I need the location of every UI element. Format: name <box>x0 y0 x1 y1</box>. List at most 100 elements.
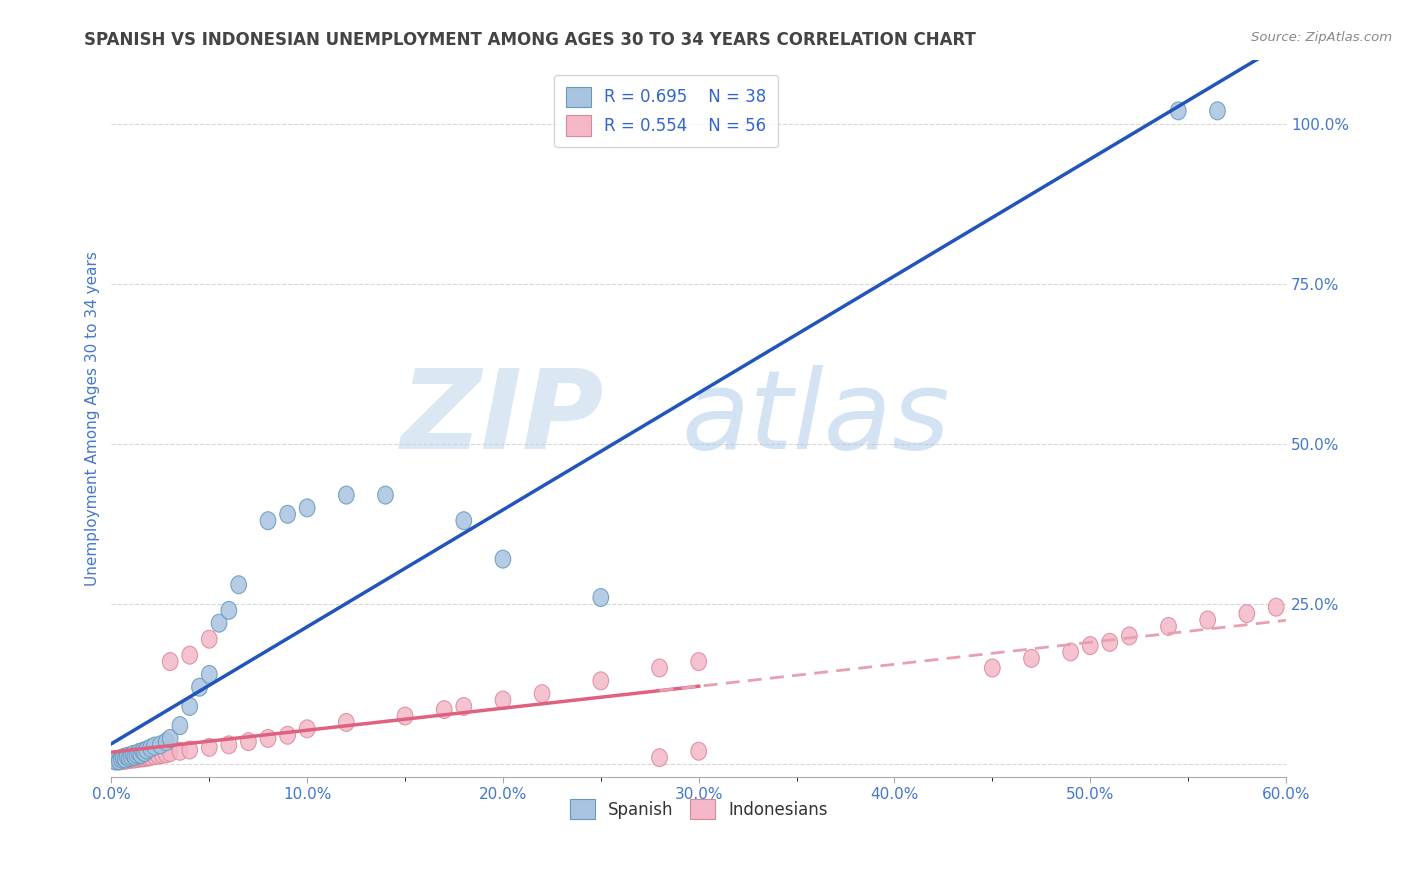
Ellipse shape <box>135 742 150 760</box>
Ellipse shape <box>114 750 129 768</box>
Ellipse shape <box>172 716 188 735</box>
Ellipse shape <box>159 732 174 750</box>
Ellipse shape <box>139 748 155 766</box>
Ellipse shape <box>221 736 236 754</box>
Ellipse shape <box>984 659 1000 677</box>
Ellipse shape <box>131 749 146 767</box>
Ellipse shape <box>162 653 179 671</box>
Ellipse shape <box>240 732 256 750</box>
Ellipse shape <box>155 746 170 764</box>
Ellipse shape <box>201 631 217 648</box>
Ellipse shape <box>456 698 471 715</box>
Ellipse shape <box>260 512 276 530</box>
Ellipse shape <box>1161 617 1177 635</box>
Ellipse shape <box>436 700 453 719</box>
Ellipse shape <box>1083 637 1098 655</box>
Ellipse shape <box>201 665 217 683</box>
Ellipse shape <box>134 748 149 766</box>
Ellipse shape <box>299 720 315 738</box>
Ellipse shape <box>231 575 246 594</box>
Ellipse shape <box>378 486 394 504</box>
Ellipse shape <box>456 512 471 530</box>
Ellipse shape <box>114 751 129 769</box>
Ellipse shape <box>146 747 162 764</box>
Ellipse shape <box>129 749 145 767</box>
Ellipse shape <box>141 748 156 766</box>
Ellipse shape <box>124 750 139 768</box>
Ellipse shape <box>181 698 198 715</box>
Ellipse shape <box>117 750 134 768</box>
Ellipse shape <box>150 746 166 764</box>
Ellipse shape <box>131 744 146 762</box>
Ellipse shape <box>398 707 413 725</box>
Ellipse shape <box>260 730 276 747</box>
Ellipse shape <box>136 748 152 766</box>
Ellipse shape <box>211 615 226 632</box>
Ellipse shape <box>1199 611 1215 629</box>
Ellipse shape <box>299 499 315 516</box>
Ellipse shape <box>121 750 136 769</box>
Ellipse shape <box>1122 627 1137 645</box>
Ellipse shape <box>110 752 125 770</box>
Ellipse shape <box>280 726 295 744</box>
Ellipse shape <box>117 751 134 769</box>
Ellipse shape <box>146 737 162 756</box>
Ellipse shape <box>201 739 217 756</box>
Ellipse shape <box>111 752 127 770</box>
Ellipse shape <box>1268 599 1284 616</box>
Ellipse shape <box>690 653 707 671</box>
Ellipse shape <box>136 744 152 762</box>
Ellipse shape <box>221 601 236 619</box>
Ellipse shape <box>125 746 141 764</box>
Ellipse shape <box>1102 633 1118 651</box>
Ellipse shape <box>495 691 510 709</box>
Ellipse shape <box>1239 605 1254 623</box>
Ellipse shape <box>125 750 141 768</box>
Ellipse shape <box>191 678 207 696</box>
Ellipse shape <box>134 746 149 764</box>
Ellipse shape <box>652 748 668 766</box>
Ellipse shape <box>127 747 143 765</box>
Ellipse shape <box>135 748 150 766</box>
Ellipse shape <box>339 714 354 731</box>
Ellipse shape <box>652 659 668 677</box>
Text: SPANISH VS INDONESIAN UNEMPLOYMENT AMONG AGES 30 TO 34 YEARS CORRELATION CHART: SPANISH VS INDONESIAN UNEMPLOYMENT AMONG… <box>84 31 976 49</box>
Ellipse shape <box>143 739 159 757</box>
Ellipse shape <box>127 750 143 768</box>
Ellipse shape <box>152 736 169 754</box>
Ellipse shape <box>593 672 609 690</box>
Text: atlas: atlas <box>682 365 950 472</box>
Ellipse shape <box>111 752 127 770</box>
Ellipse shape <box>121 748 136 766</box>
Ellipse shape <box>115 751 131 769</box>
Ellipse shape <box>280 506 295 524</box>
Text: ZIP: ZIP <box>401 365 605 472</box>
Ellipse shape <box>690 742 707 760</box>
Ellipse shape <box>593 589 609 607</box>
Ellipse shape <box>1063 643 1078 661</box>
Ellipse shape <box>339 486 354 504</box>
Ellipse shape <box>1024 649 1039 667</box>
Ellipse shape <box>124 747 139 765</box>
Ellipse shape <box>120 750 135 769</box>
Ellipse shape <box>162 744 179 762</box>
Ellipse shape <box>162 730 179 747</box>
Ellipse shape <box>129 746 145 764</box>
Ellipse shape <box>534 685 550 703</box>
Ellipse shape <box>107 752 124 770</box>
Ellipse shape <box>159 745 174 763</box>
Ellipse shape <box>120 747 135 765</box>
Y-axis label: Unemployment Among Ages 30 to 34 years: Unemployment Among Ages 30 to 34 years <box>86 251 100 586</box>
Ellipse shape <box>181 741 198 759</box>
Ellipse shape <box>115 748 131 766</box>
Ellipse shape <box>1209 102 1225 120</box>
Ellipse shape <box>143 747 159 765</box>
Ellipse shape <box>107 752 124 770</box>
Legend: Spanish, Indonesians: Spanish, Indonesians <box>562 792 835 826</box>
Text: Source: ZipAtlas.com: Source: ZipAtlas.com <box>1251 31 1392 45</box>
Ellipse shape <box>139 741 155 759</box>
Ellipse shape <box>495 550 510 568</box>
Ellipse shape <box>172 742 188 760</box>
Ellipse shape <box>1170 102 1187 120</box>
Ellipse shape <box>181 646 198 665</box>
